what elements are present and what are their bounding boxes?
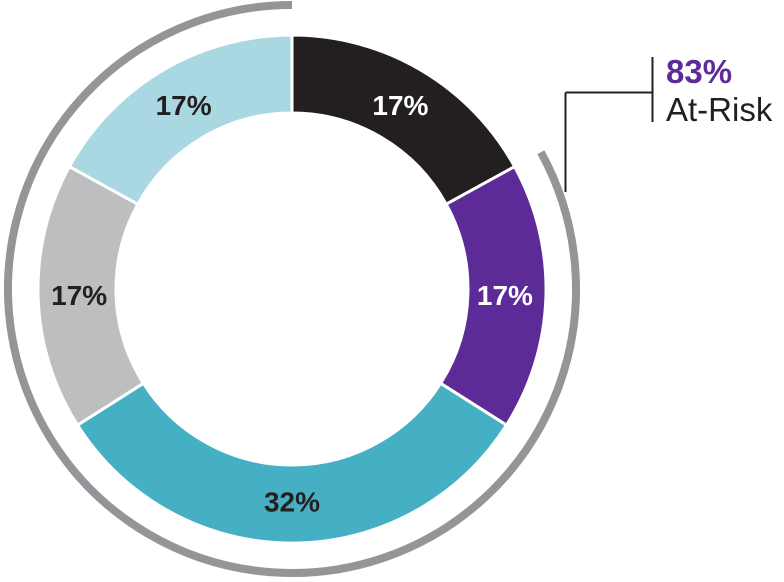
donut-segment-teal-segment [75, 381, 509, 545]
callout-label: At-Risk [666, 91, 773, 128]
segment-label-teal-segment: 32% [264, 487, 320, 518]
donut-segment-light-blue-segment [67, 33, 294, 207]
callout: 83% At-Risk [666, 53, 772, 129]
segment-label-light-blue-segment: 17% [156, 90, 212, 121]
callout-bracket [564, 57, 654, 192]
at-risk-arc [4, 1, 581, 577]
callout-value: 83% [666, 53, 733, 90]
segment-label-black-segment: 17% [372, 90, 428, 121]
segment-label-purple-segment: 17% [477, 280, 533, 311]
donut-segments: 17% 17% 32% 17% 17% [36, 33, 548, 545]
segment-label-gray-segment: 17% [51, 280, 107, 311]
